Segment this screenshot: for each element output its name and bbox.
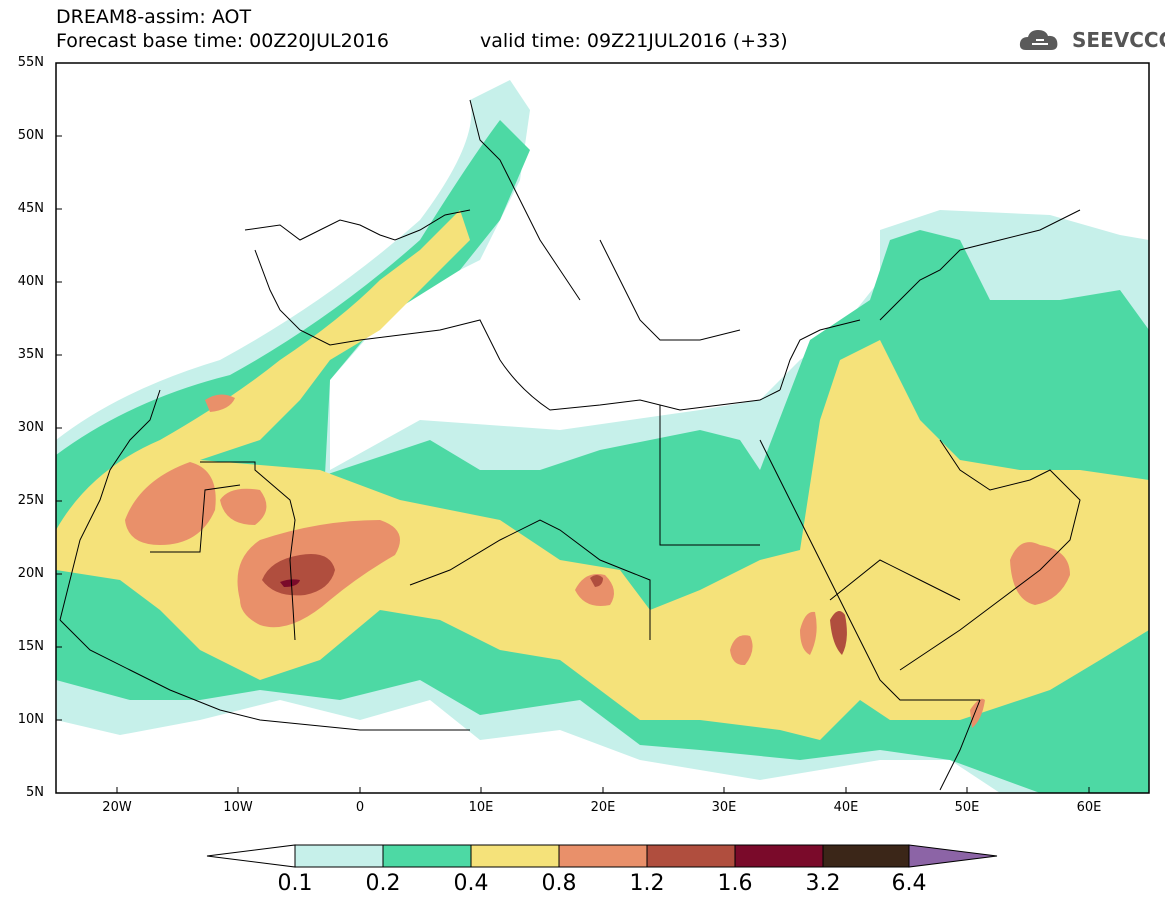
lon-label: 10E xyxy=(468,800,494,815)
lon-label: 60E xyxy=(1076,800,1102,815)
colorbar-label: 0.2 xyxy=(365,871,401,896)
lat-label: 20N xyxy=(17,566,44,581)
colorbar-label: 1.6 xyxy=(717,871,753,896)
colorbar-label: 1.2 xyxy=(629,871,665,896)
lat-label: 40N xyxy=(17,274,44,289)
lon-label: 50E xyxy=(954,800,980,815)
lat-label: 15N xyxy=(17,639,44,654)
lat-label: 50N xyxy=(17,128,44,143)
lat-label: 30N xyxy=(17,420,44,435)
map-title: DREAM8-assim: AOT xyxy=(56,6,252,28)
colorbar xyxy=(206,844,998,868)
coastlines xyxy=(59,99,1081,791)
valid-time: valid time: 09Z21JUL2016 (+33) xyxy=(480,30,788,52)
aot-fields xyxy=(56,80,1149,793)
colorbar-label: 6.4 xyxy=(891,871,927,896)
lon-label: 20E xyxy=(590,800,616,815)
colorbar-label: 0.8 xyxy=(541,871,577,896)
logo-text: SEEVCCC xyxy=(1072,28,1165,52)
colorbar-label: 0.4 xyxy=(453,871,489,896)
forecast-base-time: Forecast base time: 00Z20JUL2016 xyxy=(56,30,389,52)
lat-label: 5N xyxy=(26,785,44,800)
lon-label: 0 xyxy=(355,800,365,815)
colorbar-label: 0.1 xyxy=(277,871,313,896)
axis-ticks xyxy=(56,62,1090,793)
lon-label: 40E xyxy=(833,800,859,815)
lat-label: 45N xyxy=(17,201,44,216)
lon-label: 20W xyxy=(102,800,132,815)
colorbar-label: 3.2 xyxy=(805,871,841,896)
lon-label: 10W xyxy=(223,800,253,815)
lon-label: 30E xyxy=(711,800,737,815)
lat-label: 55N xyxy=(17,55,44,70)
lat-label: 10N xyxy=(17,712,44,727)
lat-label: 25N xyxy=(17,493,44,508)
lat-label: 35N xyxy=(17,347,44,362)
cloud-icon xyxy=(1019,30,1058,50)
